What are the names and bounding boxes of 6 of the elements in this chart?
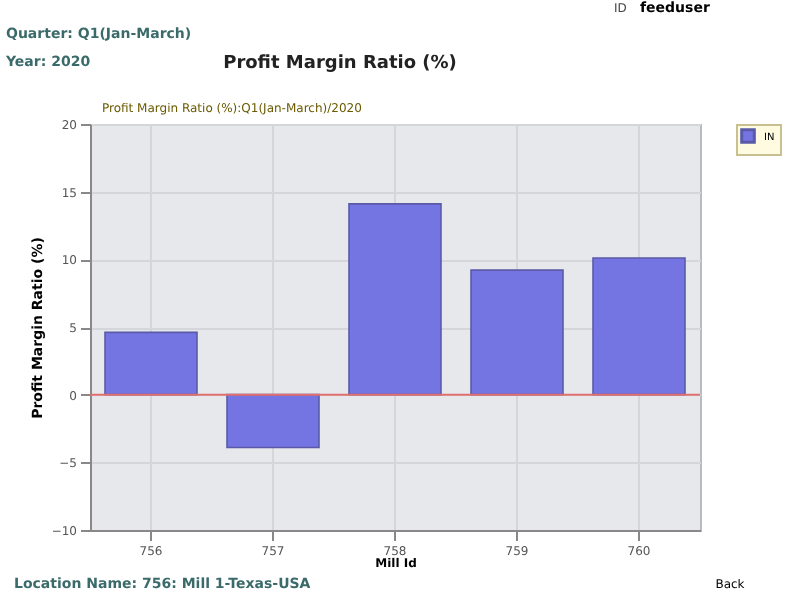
bar	[592, 257, 686, 396]
bar	[470, 269, 564, 396]
bar	[348, 203, 442, 396]
bar	[104, 331, 198, 396]
bar	[226, 393, 320, 449]
chart-title: Profit Margin Ratio (%)	[223, 54, 457, 74]
